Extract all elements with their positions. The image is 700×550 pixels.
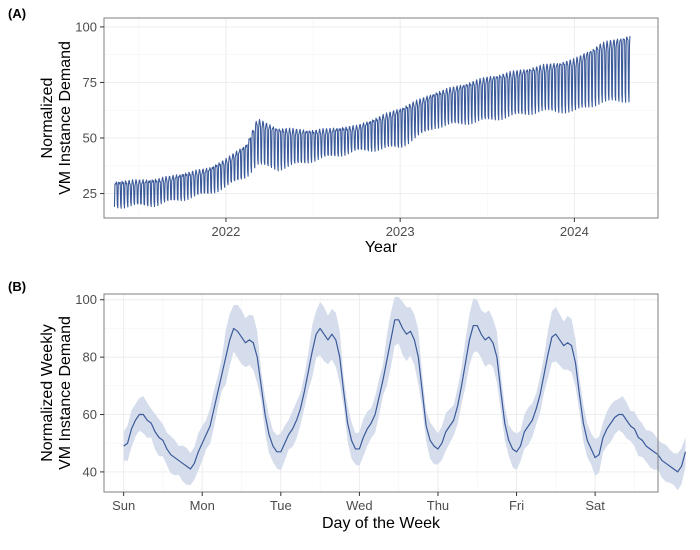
panel-b-series-line [123,319,687,473]
panel-a-xtick-label: 2024 [560,224,589,239]
panel-a-xtick-label: 2022 [211,224,240,239]
panel-b-ytick-label: 100 [75,292,97,307]
panel-b-xtick-label: Mon [190,498,215,513]
panel-b-confidence-band [123,296,686,491]
panel-b-ytick-label: 80 [83,350,97,365]
panel-b-xtick-label: Sat [585,498,605,513]
panel-a-xtick-label: 2023 [386,224,415,239]
panel-a-ylabel-line2: VM Instance Demand [57,41,74,195]
panel-a-series-line [113,36,631,209]
panel-a-series [113,36,631,209]
panel-a-ytick-label: 25 [83,186,97,201]
panel-b-xtick-label: Tue [270,498,292,513]
panel-b-ylabel-line1: Normalized Weekly [39,324,56,462]
panel-b-ytick-label: 40 [83,464,97,479]
panel-b-xtick-label: Fri [509,498,524,513]
panel-a-ylabel-line1: Normalized [39,78,56,159]
panel-b-frame [103,293,659,493]
panel-a-frame [103,17,659,219]
panel-b-xtick-label: Wed [346,498,373,513]
panel-a-ytick-label: 75 [83,75,97,90]
panel-a-tag: (A) [8,6,26,21]
panel-b-xtick-label: Sun [112,498,135,513]
panel-a-ticks: 25 50 75 100 2022 2023 2024 [75,19,589,239]
panel-b-xlabel: Day of the Week [322,515,441,532]
panel-b-ticks: 40 60 80 100 Sun Mon Tue Wed Thu Fri Sat [75,292,605,513]
panel-a-ytick-label: 50 [83,131,97,146]
panel-b-tag: (B) [8,279,26,294]
panel-a: (A) 25 50 75 100 2022 2023 2024 Year Normalize… [8,6,659,256]
panel-b-ytick-label: 60 [83,407,97,422]
panel-a-gridlines [104,18,658,218]
panel-b-xtick-label: Thu [427,498,449,513]
panel-a-ytick-label: 100 [75,19,97,34]
panel-a-xlabel: Year [365,239,398,256]
panel-b: (B) 40 60 80 100 Sun Mon Tue Wed Thu Fri Sat Day o… [8,279,687,532]
panel-b-series [123,296,687,491]
panel-b-ylabel-line2: VM Instance Demand [57,316,74,470]
